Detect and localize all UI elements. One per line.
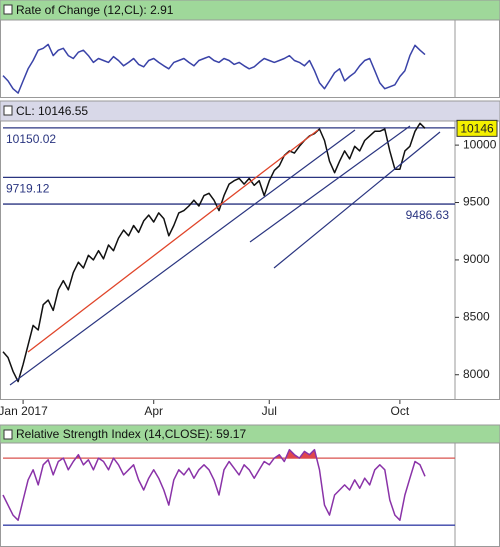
y-tick-label: 8500 [463,310,490,324]
x-tick-label: Jan 2017 [0,404,48,418]
trend-line [249,125,411,243]
trend-line [273,131,441,269]
overbought-area [75,449,317,459]
level-label: 9719.12 [6,182,50,196]
level-label: 9486.63 [406,208,450,222]
level-label: 10150.02 [6,132,56,146]
series-line [2,43,426,94]
last-price-label: 10146 [460,122,494,136]
panel-title: CL: 10146.55 [16,104,88,118]
plot-frame [0,120,500,400]
x-tick-label: Apr [144,404,163,418]
last-price-badge [456,119,498,137]
trend-lines [9,125,441,386]
y-tick-label: 9000 [463,252,490,266]
x-tick-label: Jul [262,404,277,418]
plot-frame [0,19,500,98]
panel-title: Rate of Change (12,CL): 2.91 [16,3,174,17]
x-tick-label: Oct [391,404,410,418]
series-line [2,448,426,521]
header-icon [3,429,13,440]
header-icon [3,4,13,15]
header-icon [3,105,13,116]
y-tick-label: 8000 [463,367,490,381]
y-tick-label: 9500 [463,195,490,209]
series-line [2,122,426,383]
trend-line [27,129,319,353]
y-tick-label: 10000 [463,137,497,151]
panel-title: Relative Strength Index (14,CLOSE): 59.1… [16,427,246,441]
trend-line [9,129,356,386]
